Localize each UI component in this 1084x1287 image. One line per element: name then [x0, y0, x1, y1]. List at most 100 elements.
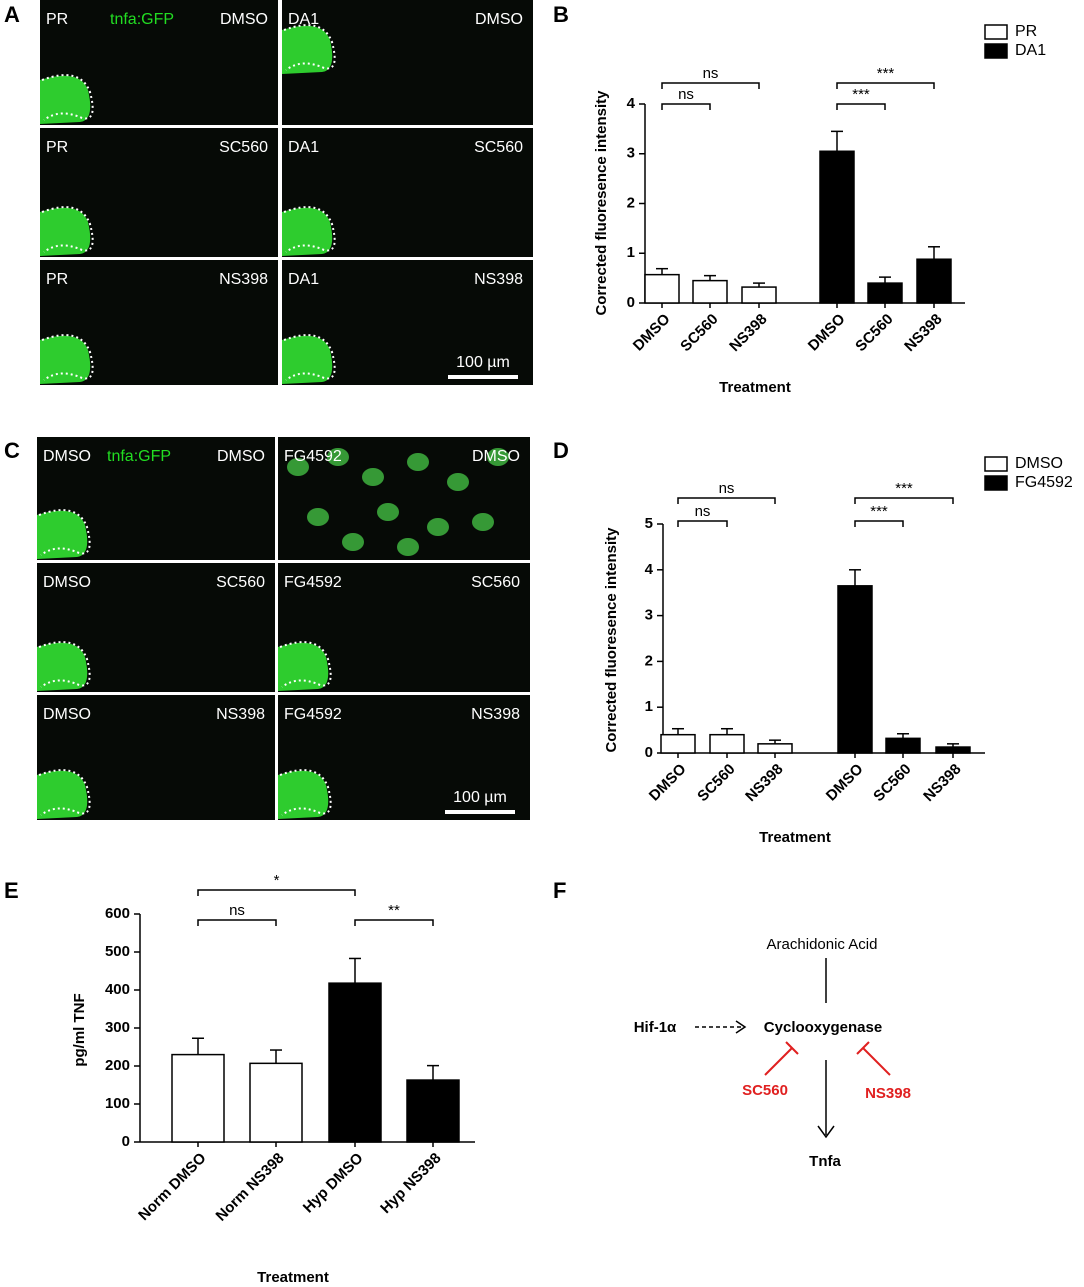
y-tick-label: 500: [105, 943, 130, 960]
bar: [741, 286, 777, 304]
x-tick-label: NS398: [920, 761, 964, 805]
tissue: [278, 770, 329, 819]
cell-blob: [377, 503, 399, 521]
x-tick-label: Norm NS398: [213, 1150, 288, 1225]
cell-blob: [407, 453, 429, 471]
tissue: [278, 642, 329, 691]
outline: [283, 334, 336, 381]
image-label: FG4592: [284, 448, 342, 465]
scale-label: 100 µm: [453, 789, 507, 806]
tissue: [37, 770, 88, 819]
y-tick-label: 3: [627, 145, 635, 162]
y-tick-label: 2: [627, 194, 635, 211]
outline: [279, 641, 332, 688]
image-label: SC560: [474, 139, 523, 156]
significance-bracket: [197, 889, 356, 896]
cell-blob: [487, 448, 509, 466]
x-tick-label: Hyp DMSO: [300, 1149, 367, 1216]
x-tick-label: DMSO: [823, 760, 867, 804]
x-tick-label: Hyp NS398: [377, 1150, 444, 1217]
image-label: DA1: [288, 11, 319, 28]
image-label: FG4592: [284, 706, 342, 723]
x-tick-label: SC560: [870, 761, 914, 805]
inhibitor: SC560: [742, 1082, 788, 1099]
arrowhead: [817, 1125, 835, 1139]
significance-bracket: [854, 497, 954, 504]
outline: [38, 509, 91, 556]
cell-blob: [472, 513, 494, 531]
bar: [819, 150, 855, 304]
significance-bracket: [661, 103, 711, 110]
significance-label: *: [274, 872, 280, 889]
node: Cyclooxygenase: [764, 1019, 882, 1036]
outline: [283, 206, 336, 253]
outline: [38, 769, 91, 816]
reporter-label: tnfa:GFP: [110, 11, 174, 28]
cell-blob: [342, 533, 364, 551]
scale-label: 100 µm: [456, 354, 510, 371]
y-tick-label: 300: [105, 1019, 130, 1036]
bar: [692, 279, 728, 304]
panel-label: E: [4, 878, 19, 903]
tissue: [40, 335, 91, 384]
x-tick-label: SC560: [677, 311, 721, 355]
bar: [660, 733, 696, 754]
significance-bracket: [677, 520, 728, 527]
image-label: DMSO: [43, 574, 91, 591]
cell-blob: [397, 538, 419, 556]
y-tick-label: 100: [105, 1095, 130, 1112]
bar: [916, 258, 952, 304]
y-tick-label: 1: [627, 244, 635, 261]
image-label: DA1: [288, 271, 319, 288]
significance-bracket: [661, 82, 760, 89]
tissue: [40, 207, 91, 256]
tissue: [40, 75, 91, 124]
significance-bracket: [836, 82, 935, 89]
bar: [171, 1053, 225, 1143]
inhibitor: NS398: [865, 1085, 911, 1102]
significance-label: **: [388, 902, 400, 919]
significance-bracket: [354, 919, 434, 926]
pathway-diagram: Arachidonic Acid Hif-1α Cyclooxygenase T…: [634, 936, 911, 1170]
bar: [837, 585, 873, 754]
cell-blob: [327, 448, 349, 466]
image-label: DMSO: [43, 706, 91, 723]
cell-blob: [307, 508, 329, 526]
panel-label: A: [4, 2, 20, 27]
x-tick-label: NS398: [901, 311, 945, 355]
y-axis-label: Corrected fluoresence intensity: [593, 90, 610, 316]
legend-swatch: [984, 24, 1008, 40]
significance-bracket: [677, 497, 776, 504]
tissue: [282, 25, 333, 74]
inhibition-bar: [785, 1041, 799, 1055]
y-tick-label: 200: [105, 1057, 130, 1074]
image-label: DMSO: [475, 11, 523, 28]
tissue: [37, 642, 88, 691]
outline: [279, 769, 332, 816]
image-label: PR: [46, 139, 68, 156]
node: Arachidonic Acid: [767, 936, 878, 953]
significance-label: ns: [229, 902, 245, 919]
significance-label: ***: [895, 480, 913, 497]
outline: [38, 641, 91, 688]
image-label: SC560: [471, 574, 520, 591]
panel-label: C: [4, 438, 20, 463]
cell-blob: [447, 473, 469, 491]
image-label: NS398: [216, 706, 265, 723]
y-tick-label: 600: [105, 905, 130, 922]
significance-label: ***: [877, 65, 895, 82]
legend-swatch: [984, 475, 1008, 491]
outline: [41, 206, 94, 253]
panel-label: F: [553, 878, 566, 903]
image-label: DMSO: [472, 448, 520, 465]
y-tick-label: 4: [627, 95, 636, 112]
legend-swatch: [984, 43, 1008, 59]
x-axis-label: Treatment: [257, 1269, 329, 1286]
y-axis-label: Corrected fluoresence intensity: [603, 527, 620, 753]
reporter-label: tnfa:GFP: [107, 448, 171, 465]
image-label: FG4592: [284, 574, 342, 591]
y-tick-label: 2: [645, 652, 653, 669]
y-axis-label: pg/ml TNF: [71, 993, 88, 1066]
image-label: NS398: [471, 706, 520, 723]
x-tick-label: NS398: [726, 311, 770, 355]
